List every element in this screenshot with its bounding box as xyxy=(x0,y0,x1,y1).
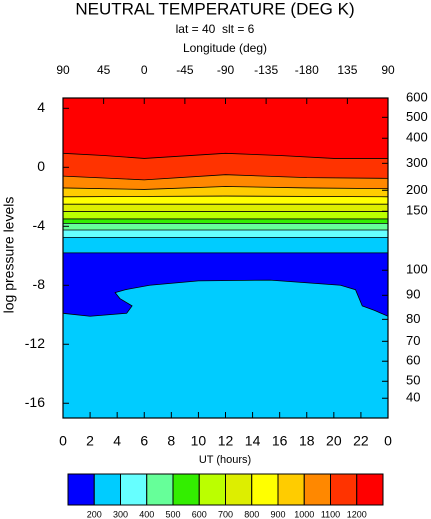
colorbar-box xyxy=(146,473,174,506)
colorbar-label: 500 xyxy=(165,509,180,519)
colorbar-box xyxy=(277,473,305,506)
y2-tick-label: 300 xyxy=(406,155,428,170)
colorbar-label: 400 xyxy=(139,509,154,519)
y-tick-label: -12 xyxy=(25,335,45,351)
y-tick-label: 4 xyxy=(37,99,45,115)
colorbar-box xyxy=(356,473,384,506)
y2-tick-label: 500 xyxy=(406,109,428,124)
x2-tick-label: 135 xyxy=(337,63,357,77)
colorbar-box xyxy=(198,473,226,506)
x2-tick-label: 90 xyxy=(381,63,395,77)
colorbar-box xyxy=(225,473,253,506)
contour-line xyxy=(62,279,389,317)
y2-tick-label: 600 xyxy=(406,89,428,104)
colorbar-box xyxy=(330,473,358,506)
y-tick-label: -8 xyxy=(33,276,46,292)
colorbar-label: 1100 xyxy=(321,509,340,519)
y2-tick-label: 50 xyxy=(406,373,420,388)
x2-tick-label: -180 xyxy=(295,63,319,77)
y-tick-label: -16 xyxy=(25,394,45,410)
y-tick-label: 0 xyxy=(37,158,45,174)
chart-title: NEUTRAL TEMPERATURE (DEG K) xyxy=(75,0,354,18)
x-tick-label: 4 xyxy=(113,433,121,449)
colorbar-box xyxy=(172,473,200,506)
colorbar-label: 300 xyxy=(113,509,128,519)
contour-line xyxy=(62,174,389,181)
x2-tick-label: -135 xyxy=(254,63,278,77)
y2-tick-label: 90 xyxy=(406,287,420,302)
y-tick-label: -4 xyxy=(33,217,46,233)
colorbar-label: 900 xyxy=(270,509,285,519)
y2-tick-label: 40 xyxy=(406,390,420,405)
x-tick-label: 18 xyxy=(299,433,315,449)
colorbar-box xyxy=(120,473,148,506)
contour-plot xyxy=(62,98,389,418)
colorbar-box xyxy=(93,473,121,506)
x-tick-label: 0 xyxy=(384,433,392,449)
x2-tick-label: 0 xyxy=(141,63,148,77)
x2-tick-label: 45 xyxy=(97,63,111,77)
y2-tick-label: 80 xyxy=(406,311,420,326)
x-tick-label: 20 xyxy=(326,433,342,449)
x-tick-label: 6 xyxy=(140,433,148,449)
x-tick-label: 2 xyxy=(86,433,94,449)
x-axis-label: UT (hours) xyxy=(199,454,251,466)
contour-line xyxy=(62,186,389,190)
colorbar-label: 1200 xyxy=(347,509,367,519)
y2-tick-label: 200 xyxy=(406,182,428,197)
colorbar-box xyxy=(251,473,279,506)
x-tick-label: 14 xyxy=(245,433,261,449)
x-tick-label: 16 xyxy=(272,433,288,449)
y2-tick-label: 100 xyxy=(406,262,428,277)
contour-line xyxy=(62,195,389,198)
chart-subtitle: lat = 40 slt = 6 xyxy=(176,22,255,36)
colorbar-label: 800 xyxy=(244,509,259,519)
x2-tick-label: -45 xyxy=(176,63,194,77)
x-tick-label: 12 xyxy=(218,433,234,449)
x-tick-label: 0 xyxy=(59,433,67,449)
y2-tick-label: 60 xyxy=(406,353,420,368)
y2-tick-label: 400 xyxy=(406,130,428,145)
colorbar-label: 600 xyxy=(192,509,207,519)
x2-axis-label: Longitude (deg) xyxy=(183,41,267,55)
contour-line xyxy=(62,152,388,159)
y-axis-label: log pressure levels xyxy=(1,197,17,314)
x-tick-label: 10 xyxy=(191,433,207,449)
colorbar-box xyxy=(67,473,95,506)
x2-tick-label: 90 xyxy=(56,63,70,77)
colorbar-label: 200 xyxy=(87,509,102,519)
y2-tick-label: 150 xyxy=(406,203,428,218)
colorbar-label: 700 xyxy=(218,509,233,519)
contour-fill xyxy=(63,98,388,159)
x-tick-label: 22 xyxy=(353,433,369,449)
colorbar-label: 1000 xyxy=(294,509,314,519)
colorbar-box xyxy=(303,473,331,506)
x-tick-label: 8 xyxy=(167,433,175,449)
y2-tick-label: 70 xyxy=(406,333,420,348)
x2-tick-label: -90 xyxy=(217,63,235,77)
